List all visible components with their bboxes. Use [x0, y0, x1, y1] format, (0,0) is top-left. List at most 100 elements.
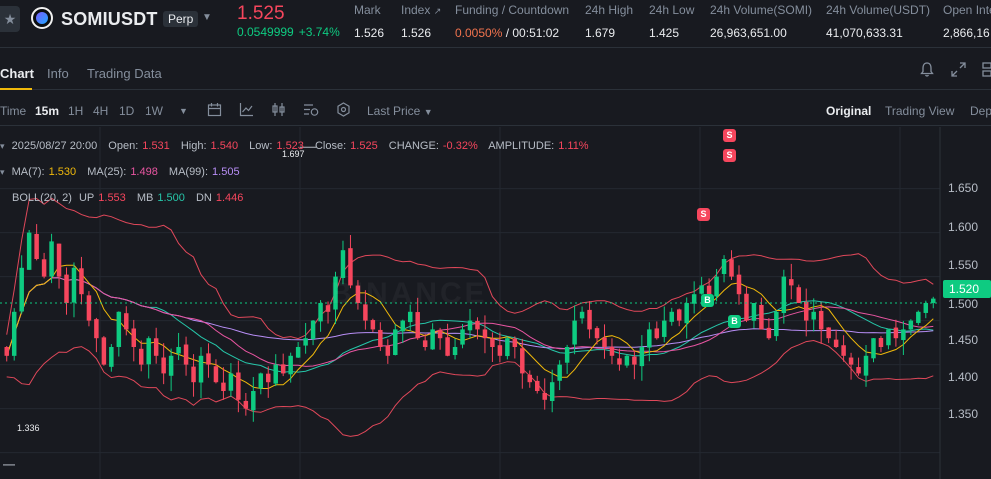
current-price-tag: 1.520 [943, 280, 991, 298]
tab-chart[interactable]: Chart [0, 66, 34, 81]
candle-body [654, 328, 660, 339]
fullscreen-icon[interactable] [951, 62, 966, 80]
candle-body [699, 285, 704, 294]
chart-area[interactable]: BINANCE ▾ 2025/08/27 20:00 Open:1.531 Hi… [0, 127, 991, 479]
contract-type-badge: Perp [163, 11, 199, 27]
stat-value: 0.0050% / 00:51:02 [455, 26, 569, 40]
candle-body [490, 338, 495, 347]
sell-signal-marker[interactable]: S [723, 129, 736, 142]
candle-body [602, 337, 607, 347]
interval-dropdown-chevron-icon[interactable]: ▼ [179, 106, 188, 116]
candle-body [385, 345, 391, 356]
candle-body [475, 320, 480, 330]
view-depth[interactable]: Dep [970, 104, 991, 118]
candle-body [482, 329, 488, 339]
candle-body [340, 250, 346, 278]
stat-value: 26,963,651.00 [710, 26, 787, 40]
candle-body [191, 366, 196, 383]
view-original[interactable]: Original [826, 104, 872, 118]
interval-1h[interactable]: 1H [68, 104, 84, 118]
stat-24h-volume-quote: 24h Volume(USDT) 41,070,633.31 [826, 3, 930, 40]
candle-body [258, 373, 264, 389]
candle-body [318, 303, 323, 322]
ma-legend-chevron-icon[interactable]: ▾ [0, 167, 5, 177]
interval-1d[interactable]: 1D [119, 104, 135, 118]
candle-body [736, 274, 742, 295]
layout-grid-icon[interactable] [982, 62, 991, 80]
candle-body [901, 329, 906, 341]
favorite-star-icon[interactable]: ★ [0, 6, 20, 32]
candle-body [363, 304, 368, 321]
candle-body [579, 311, 585, 319]
symbol-dropdown-chevron-icon[interactable]: ▼ [202, 12, 212, 23]
candle-body [161, 357, 166, 374]
buy-signal-marker[interactable]: B [728, 315, 741, 328]
stat-24h-high: 24h High 1.679 [585, 3, 633, 40]
stat-label: 24h Volume(SOMI) [710, 3, 813, 17]
candle-body [221, 382, 226, 391]
candle-body [131, 328, 137, 347]
candle-body [714, 276, 719, 297]
candle-body [691, 294, 697, 304]
candle-body [676, 309, 682, 321]
hexagon-settings-icon[interactable] [336, 102, 351, 120]
candle-body [236, 372, 241, 400]
interval-1w[interactable]: 1W [145, 104, 163, 118]
candle-body [64, 274, 69, 303]
stat-value: 1.425 [649, 26, 680, 40]
y-tick-label: 1.400 [948, 370, 979, 384]
coin-logo-icon [31, 7, 53, 29]
candle-body [437, 329, 443, 339]
view-trading-view[interactable]: Trading View [885, 104, 955, 118]
candle-body [871, 338, 876, 359]
candle-body [594, 328, 600, 339]
calendar-icon[interactable] [207, 102, 222, 120]
candle-body [94, 319, 99, 339]
tab-info[interactable]: Info [47, 66, 69, 81]
legend-collapse-chevron-icon[interactable]: ▾ [0, 141, 5, 151]
price-change-abs: 0.0549999 [237, 25, 294, 39]
price-type-select[interactable]: Last Price ▼ [367, 104, 433, 118]
candle-body [422, 340, 428, 347]
stat-value: 41,070,633.31 [826, 26, 903, 40]
candlestick-type-icon[interactable] [271, 102, 286, 120]
sell-signal-marker[interactable]: S [697, 208, 710, 221]
candle-body [931, 298, 936, 304]
line-chart-icon[interactable] [239, 102, 254, 120]
candle-body [803, 301, 809, 321]
candle-body [378, 329, 383, 347]
candle-body [243, 400, 249, 409]
y-tick-label: 1.500 [948, 297, 979, 311]
sell-signal-marker[interactable]: S [723, 149, 736, 162]
candle-body [138, 348, 144, 365]
candle-body [729, 259, 734, 277]
stat-value: 1.679 [585, 26, 616, 40]
interval-4h[interactable]: 4H [93, 104, 109, 118]
buy-signal-marker[interactable]: B [701, 294, 714, 307]
candle-body [109, 347, 114, 367]
indicators-settings-icon[interactable] [303, 102, 319, 120]
candle-body [826, 327, 831, 339]
candle-body [116, 311, 122, 348]
candle-body [505, 338, 510, 357]
bell-icon[interactable] [920, 62, 934, 81]
low-price-marker: 1.336 [17, 423, 40, 433]
symbol-name[interactable]: SOMIUSDT [61, 9, 158, 29]
stat-value: 2,866,16 [943, 26, 990, 40]
candle-body [11, 311, 17, 356]
chart-toolbar: Time 15m 1H 4H 1D 1W ▼ Last Price ▼ Orig… [0, 96, 991, 126]
candle-body [811, 311, 816, 320]
candle-body [266, 373, 271, 383]
y-tick-label: 1.450 [948, 333, 979, 347]
candle-body [295, 347, 301, 358]
candle-body [818, 310, 824, 330]
candlestick-chart[interactable] [0, 127, 991, 479]
candle-body [848, 357, 854, 365]
interval-15m[interactable]: 15m [35, 104, 60, 118]
candle-body [445, 337, 450, 356]
tab-trading-data[interactable]: Trading Data [87, 66, 162, 81]
candle-body [407, 311, 413, 323]
stat-index[interactable]: Index ↗ 1.526 [401, 3, 441, 40]
y-tick-label: 1.550 [948, 258, 979, 272]
candle-body [572, 320, 577, 345]
